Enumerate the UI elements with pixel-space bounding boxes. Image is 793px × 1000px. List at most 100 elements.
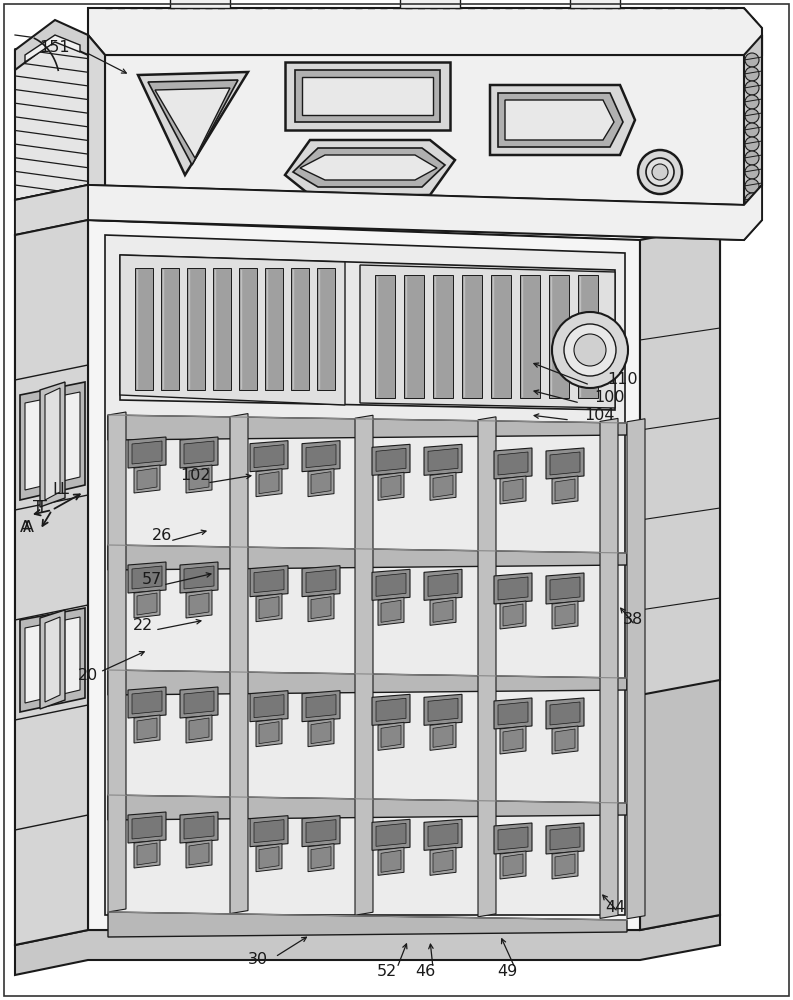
Polygon shape [376, 448, 406, 471]
Polygon shape [108, 912, 627, 937]
Polygon shape [378, 847, 404, 875]
Polygon shape [170, 0, 230, 8]
Polygon shape [546, 823, 584, 854]
Text: 20: 20 [78, 668, 98, 682]
Polygon shape [254, 695, 284, 718]
Polygon shape [15, 220, 88, 945]
Polygon shape [428, 698, 458, 721]
Circle shape [745, 179, 759, 193]
Polygon shape [552, 851, 578, 879]
Text: 38: 38 [623, 612, 643, 628]
Polygon shape [552, 726, 578, 754]
Polygon shape [546, 573, 584, 604]
Polygon shape [308, 719, 334, 747]
Polygon shape [494, 448, 532, 479]
Polygon shape [295, 70, 440, 122]
Polygon shape [45, 617, 60, 702]
Polygon shape [428, 448, 458, 471]
Text: 44: 44 [605, 900, 625, 916]
Polygon shape [184, 441, 214, 464]
Polygon shape [108, 415, 627, 440]
Polygon shape [550, 827, 580, 850]
Polygon shape [45, 388, 60, 500]
Circle shape [745, 67, 759, 81]
Polygon shape [570, 0, 620, 8]
Polygon shape [744, 35, 762, 205]
Polygon shape [600, 418, 618, 918]
Polygon shape [550, 452, 580, 475]
Polygon shape [137, 718, 157, 740]
Polygon shape [285, 140, 455, 195]
Polygon shape [378, 722, 404, 750]
Polygon shape [128, 562, 166, 593]
Polygon shape [254, 445, 284, 468]
Polygon shape [134, 590, 160, 618]
Polygon shape [15, 185, 762, 240]
Polygon shape [552, 476, 578, 504]
Polygon shape [25, 392, 80, 490]
Polygon shape [381, 725, 401, 747]
Polygon shape [155, 88, 230, 158]
Polygon shape [256, 469, 282, 497]
Polygon shape [291, 268, 309, 390]
Polygon shape [20, 608, 85, 712]
Polygon shape [494, 823, 532, 854]
Polygon shape [135, 268, 153, 390]
Polygon shape [546, 698, 584, 729]
Polygon shape [311, 722, 331, 744]
Polygon shape [180, 562, 218, 593]
Polygon shape [503, 479, 523, 501]
Text: A: A [20, 520, 30, 534]
Polygon shape [550, 702, 580, 725]
Polygon shape [302, 441, 340, 472]
Text: L: L [59, 483, 68, 497]
Polygon shape [120, 255, 345, 405]
Polygon shape [239, 268, 257, 390]
Text: 49: 49 [497, 964, 517, 980]
Polygon shape [555, 604, 575, 626]
Polygon shape [137, 593, 157, 615]
Polygon shape [550, 577, 580, 600]
Polygon shape [505, 100, 614, 140]
Polygon shape [376, 823, 406, 846]
Polygon shape [372, 444, 410, 475]
Polygon shape [640, 225, 720, 695]
Circle shape [745, 137, 759, 151]
Polygon shape [549, 275, 569, 398]
Polygon shape [256, 719, 282, 747]
Polygon shape [108, 545, 627, 570]
Polygon shape [88, 8, 762, 55]
Polygon shape [381, 600, 401, 622]
Circle shape [574, 334, 606, 366]
Polygon shape [161, 268, 179, 390]
Text: 52: 52 [377, 964, 397, 980]
Polygon shape [134, 715, 160, 743]
Polygon shape [128, 437, 166, 468]
Polygon shape [376, 698, 406, 721]
Polygon shape [503, 854, 523, 876]
Polygon shape [578, 275, 598, 398]
Circle shape [552, 312, 628, 388]
Text: 57: 57 [142, 572, 162, 587]
Polygon shape [302, 566, 340, 597]
Polygon shape [148, 80, 238, 165]
Polygon shape [256, 844, 282, 872]
Polygon shape [500, 476, 526, 504]
Polygon shape [25, 617, 80, 703]
Polygon shape [230, 414, 248, 914]
Polygon shape [184, 566, 214, 589]
Polygon shape [105, 35, 762, 205]
Polygon shape [187, 268, 205, 390]
Polygon shape [378, 597, 404, 625]
Polygon shape [108, 795, 627, 820]
Polygon shape [88, 185, 762, 240]
Polygon shape [137, 843, 157, 865]
Polygon shape [372, 819, 410, 850]
Circle shape [745, 95, 759, 109]
Polygon shape [503, 729, 523, 751]
Polygon shape [498, 577, 528, 600]
Polygon shape [302, 691, 340, 722]
Polygon shape [494, 698, 532, 729]
Polygon shape [300, 155, 437, 180]
Polygon shape [259, 597, 279, 619]
